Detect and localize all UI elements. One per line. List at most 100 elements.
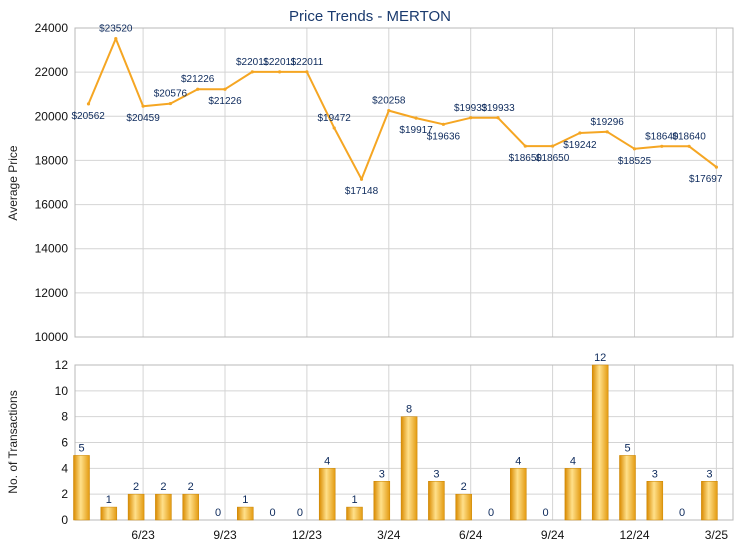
price-data-label: $18650 xyxy=(536,153,570,164)
bar-value-label: 0 xyxy=(543,507,549,519)
price-data-label: $22011 xyxy=(291,57,324,68)
y-tick-label: 0 xyxy=(61,513,68,527)
transaction-bar xyxy=(182,493,199,521)
price-data-label: $19472 xyxy=(318,113,352,124)
price-data-label: $19933 xyxy=(481,103,515,114)
y-tick-label: 24000 xyxy=(35,21,69,35)
price-data-label: $22011 xyxy=(263,57,296,68)
bar-value-label: 0 xyxy=(215,507,221,519)
price-point xyxy=(660,144,664,148)
price-point xyxy=(305,70,309,74)
price-point xyxy=(496,116,500,120)
price-data-label: $18525 xyxy=(618,156,652,167)
price-data-label: $20258 xyxy=(372,96,406,107)
price-data-label: $20562 xyxy=(72,111,106,122)
x-tick-label: 6/24 xyxy=(459,528,483,542)
transaction-bar xyxy=(701,481,718,521)
transaction-bar xyxy=(510,468,527,521)
price-point xyxy=(441,122,445,126)
price-point xyxy=(523,144,527,148)
x-tick-label: 3/25 xyxy=(705,528,729,542)
y-tick-label: 18000 xyxy=(35,153,69,167)
x-tick-label: 9/23 xyxy=(213,528,237,542)
bar-value-label: 4 xyxy=(515,455,521,467)
y-tick-label: 12 xyxy=(55,358,69,372)
price-data-label: $18650 xyxy=(509,153,543,164)
price-data-label: $19917 xyxy=(399,125,433,136)
bar-value-label: 3 xyxy=(433,468,439,480)
price-data-label: $22011 xyxy=(236,57,269,68)
price-point xyxy=(578,131,582,135)
price-point xyxy=(687,144,691,148)
price-data-label: $21226 xyxy=(181,74,215,85)
bar-y-axis-label: No. of Transactions xyxy=(6,390,20,493)
bar-value-label: 5 xyxy=(78,442,84,454)
transaction-bar xyxy=(127,493,145,521)
bar-value-label: 2 xyxy=(133,481,139,493)
bar-value-label: 3 xyxy=(379,468,385,480)
bar-value-label: 8 xyxy=(406,404,412,416)
y-tick-label: 20000 xyxy=(35,109,69,123)
y-tick-label: 14000 xyxy=(35,242,69,256)
line-y-axis-label: Average Price xyxy=(6,145,20,220)
bar-value-label: 3 xyxy=(706,468,712,480)
transaction-bar xyxy=(564,468,582,521)
bar-value-label: 4 xyxy=(324,455,330,467)
price-data-label: $20576 xyxy=(154,89,188,100)
bar-value-label: 1 xyxy=(106,494,112,506)
price-point xyxy=(469,116,473,120)
transaction-bar xyxy=(318,468,336,521)
transaction-bar xyxy=(100,506,118,521)
price-data-label: $20459 xyxy=(126,113,160,124)
chart-title: Price Trends - MERTON xyxy=(289,8,451,25)
transaction-bar xyxy=(428,481,445,521)
price-point xyxy=(359,177,364,181)
price-point xyxy=(632,147,637,151)
price-line-plot: 10000 12000 14000 16000 18000 20000 22000 24000… xyxy=(35,21,734,344)
y-tick-label: 12000 xyxy=(35,286,69,300)
price-point xyxy=(551,144,555,148)
bar-value-label: 0 xyxy=(297,507,303,519)
price-data-label: $18640 xyxy=(672,131,706,142)
y-tick-label: 16000 xyxy=(35,198,69,212)
x-tick-label: 3/24 xyxy=(377,528,401,542)
transaction-bar xyxy=(619,455,636,521)
price-point xyxy=(141,104,145,108)
transaction-bar xyxy=(237,506,254,521)
bar-value-label: 0 xyxy=(270,507,276,519)
bar-value-label: 2 xyxy=(188,481,194,493)
y-tick-label: 10 xyxy=(55,384,69,398)
bar-value-label: 2 xyxy=(160,481,166,493)
transaction-bar xyxy=(646,481,664,521)
transaction-bar xyxy=(73,455,90,521)
bar-value-label: 0 xyxy=(488,507,494,519)
price-data-label: $19242 xyxy=(563,140,597,151)
price-data-label: $17148 xyxy=(345,186,379,197)
x-tick-label: 9/24 xyxy=(541,528,565,542)
bar-value-label: 5 xyxy=(624,442,630,454)
transaction-bar xyxy=(455,493,472,521)
price-data-label: $23520 xyxy=(99,24,133,35)
transaction-bar xyxy=(591,364,609,521)
price-point xyxy=(414,116,418,120)
price-data-label: $17697 xyxy=(689,174,723,185)
plot-frame xyxy=(74,27,734,338)
transaction-bar xyxy=(400,416,418,521)
bar-value-label: 3 xyxy=(652,468,658,480)
bar-value-label: 4 xyxy=(570,455,576,467)
price-data-label: $19296 xyxy=(591,117,625,128)
price-point xyxy=(387,108,391,113)
price-point xyxy=(250,70,254,74)
price-point xyxy=(114,36,118,41)
y-tick-label: 6 xyxy=(61,436,68,450)
y-tick-label: 2 xyxy=(61,487,68,501)
price-point xyxy=(196,87,200,91)
price-point xyxy=(332,126,336,130)
bar-value-label: 0 xyxy=(679,507,685,519)
transaction-bar xyxy=(373,481,391,521)
bar-value-label: 1 xyxy=(351,494,357,506)
price-data-label: $19636 xyxy=(427,131,461,142)
